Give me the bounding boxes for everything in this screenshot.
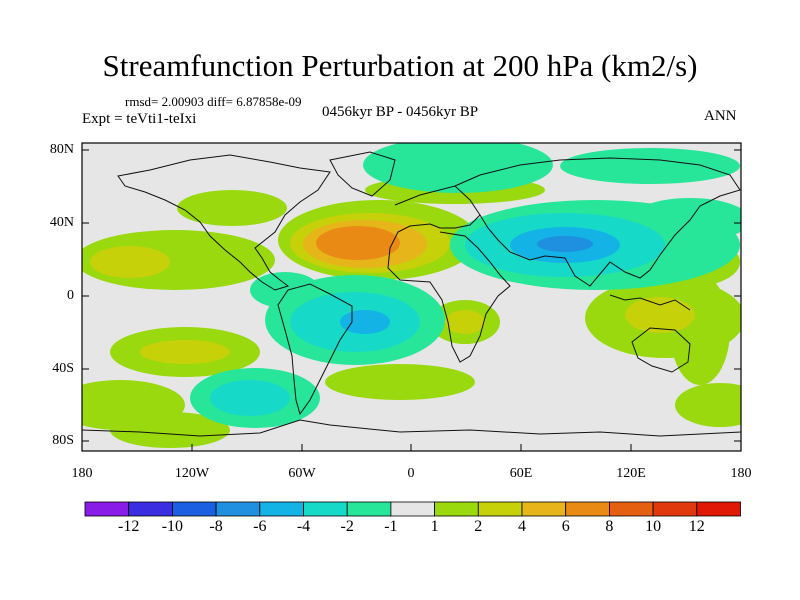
colorbar-swatch [434, 501, 479, 517]
lat-label-40n: 40N [49, 215, 74, 230]
colorbar-label: -6 [253, 518, 267, 535]
stats-text: rmsd= 2.00903 diff= 6.87858e-09 [125, 94, 302, 109]
lat-label-40s: 40S [52, 361, 74, 376]
colorbar-swatch [128, 501, 173, 517]
colorbar-swatch [521, 501, 567, 517]
lat-label-80n: 80N [49, 142, 74, 157]
colorbar-swatch [565, 501, 610, 517]
colorbar-label: -2 [340, 518, 354, 535]
colorbar-label: 10 [645, 518, 662, 535]
colorbar-swatch [171, 501, 217, 517]
lon-label-0: 0 [407, 466, 415, 481]
coastlines [82, 151, 741, 437]
colorbar-label: -4 [296, 518, 311, 535]
colorbar-label: -12 [118, 518, 140, 535]
colorbar-label: -1 [384, 518, 398, 535]
positive-anomaly-core [303, 220, 427, 268]
colorbar-label: 2 [474, 518, 483, 535]
colorbar-swatch [652, 501, 698, 517]
period-label: 0456kyr BP - 0456kyr BP [322, 104, 479, 120]
colorbar-label: 1 [430, 518, 439, 535]
colorbar-swatch [696, 501, 741, 517]
lat-label-0: 0 [67, 288, 74, 303]
lon-label-60w: 60W [288, 466, 316, 481]
lon-label-120w: 120W [174, 466, 210, 481]
contour-field [82, 143, 741, 448]
colorbar-swatch [84, 501, 130, 517]
colorbar-swatch [609, 501, 654, 517]
colorbar-label: -10 [161, 518, 184, 535]
colorbar-label: 6 [561, 518, 570, 535]
colorbar-swatch [346, 501, 392, 517]
season-label: ANN [704, 108, 737, 124]
colorbar [84, 501, 741, 517]
negative-anomaly-peak [537, 236, 593, 252]
map-title: Streamfunction Perturbation at 200 hPa (… [102, 48, 698, 83]
lon-label-60e: 60E [509, 466, 533, 481]
axis-ticks [81, 149, 742, 451]
colorbar-swatch [477, 501, 523, 517]
colorbar-label: 8 [605, 518, 614, 535]
lat-label-80s: 80S [52, 433, 74, 448]
colorbar-swatch [215, 501, 261, 517]
colorbar-swatch [259, 501, 304, 517]
colorbar-label: -8 [209, 518, 223, 535]
lon-label-120e: 120E [616, 466, 646, 481]
colorbar-label: 4 [518, 518, 526, 535]
lon-label-180e: 180 [730, 466, 752, 481]
colorbar-label: 12 [688, 518, 705, 535]
colorbar-swatch [390, 501, 435, 517]
colorbar-swatch [303, 501, 348, 517]
lon-label-180w: 180 [71, 466, 93, 481]
experiment-label: Expt = teVti1-teIxi [82, 111, 197, 127]
